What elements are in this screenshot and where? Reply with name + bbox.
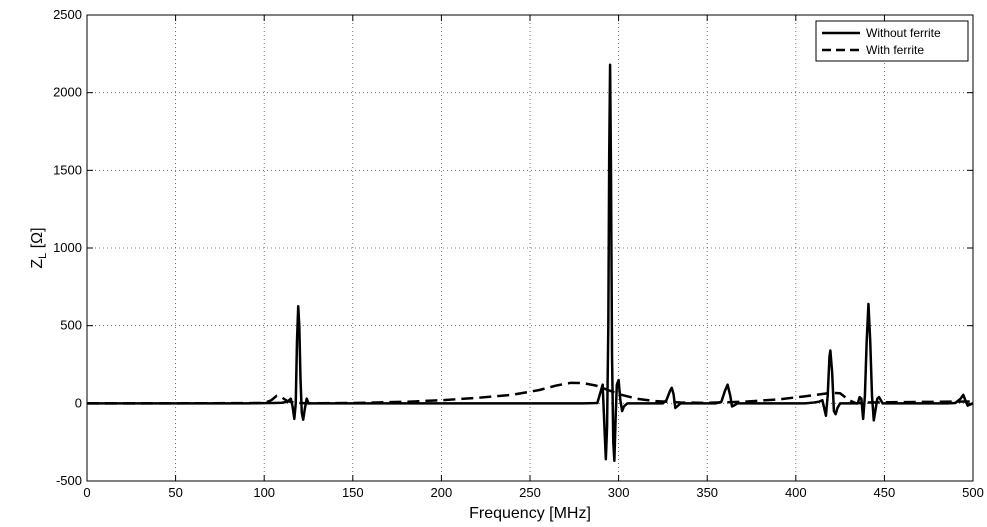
y-tick-label: -500 [56,473,82,488]
y-tick-label: 0 [75,395,82,410]
y-axis-label-subscript: L [37,253,49,259]
x-tick-label: 400 [785,485,807,500]
y-tick-label: 2500 [53,7,82,22]
y-tick-label: 1500 [53,162,82,177]
x-tick-label: 100 [253,485,275,500]
legend-label-without-ferrite: Without ferrite [866,26,941,40]
y-tick-label: 1000 [53,240,82,255]
x-tick-label: 0 [83,485,90,500]
series-line-with-ferrite [87,381,974,405]
x-tick-label: 350 [696,485,718,500]
x-tick-labels: 0 50 100 150 200 250 300 350 400 450 500 [83,485,983,500]
y-tick-labels: -500 0 500 1000 1500 2000 2500 [53,7,82,488]
x-tick-label: 150 [342,485,364,500]
plot-frame [86,14,974,482]
legend-box [815,20,969,62]
series-layer [87,63,974,463]
grid [87,15,973,481]
tick-marks [86,14,974,482]
x-tick-label: 250 [519,485,541,500]
y-axis-label: ZL [Ω] [29,227,49,268]
y-tick-label: 2000 [53,85,82,100]
legend-label-with-ferrite: With ferrite [866,43,924,57]
x-tick-label: 200 [431,485,453,500]
x-tick-label: 450 [874,485,896,500]
x-tick-label: 50 [168,485,182,500]
x-tick-label: 300 [608,485,630,500]
x-tick-label: 500 [962,485,984,500]
y-tick-label: 500 [60,318,82,333]
y-axis-label-unit: [Ω] [29,227,46,252]
y-axis-label-main: Z [29,259,46,269]
x-axis-label: Frequency [MHz] [469,505,591,522]
series-line-without-ferrite [87,63,974,463]
legend: Without ferrite With ferrite [815,20,969,62]
